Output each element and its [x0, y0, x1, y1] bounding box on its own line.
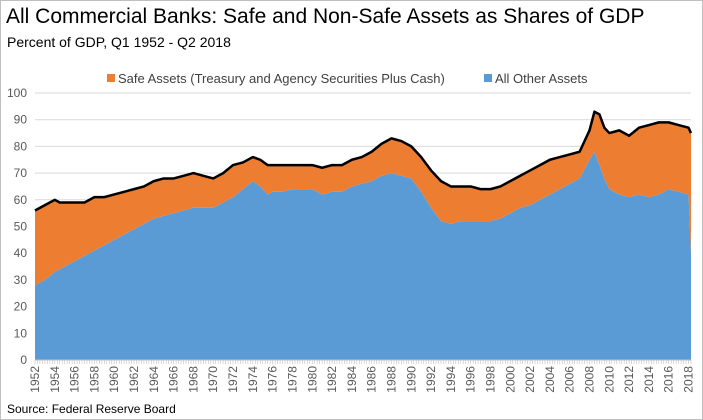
y-tick-label: 70	[14, 166, 28, 180]
x-tick-label: 1992	[424, 366, 438, 393]
x-tick-label: 1970	[206, 366, 220, 393]
x-tick-label: 1990	[404, 366, 418, 393]
y-tick-label: 30	[14, 273, 28, 287]
legend-swatch	[484, 74, 492, 82]
x-tick-label: 1998	[483, 366, 497, 393]
chart-title: All Commercial Banks: Safe and Non-Safe …	[6, 5, 645, 28]
safe-assets-area	[35, 111, 691, 286]
x-tick-label: 1954	[48, 366, 62, 393]
y-tick-label: 20	[14, 300, 28, 314]
x-tick-label: 2002	[523, 366, 537, 393]
y-axis: 0 10 20 30 40 50 60 70 80 90 100	[7, 86, 27, 367]
legend-label: All Other Assets	[495, 71, 588, 86]
x-tick-label: 2012	[622, 366, 636, 393]
source-note: Source: Federal Reserve Board	[7, 402, 176, 416]
x-tick-label: 2000	[503, 366, 517, 393]
total-assets-line	[34, 110, 693, 212]
legend-item-safe-assets: Safe Assets (Treasury and Agency Securit…	[107, 71, 445, 86]
x-tick-label: 1974	[246, 366, 260, 393]
legend: Safe Assets (Treasury and Agency Securit…	[107, 71, 588, 86]
x-tick-label: 1956	[68, 366, 82, 393]
x-tick-label: 2004	[543, 366, 557, 393]
all-other-assets-area	[35, 151, 691, 360]
x-tick-label: 1994	[444, 366, 458, 393]
chart-subtitle: Percent of GDP, Q1 1952 - Q2 2018	[7, 34, 231, 50]
x-tick-label: 1968	[186, 366, 200, 393]
x-tick-label: 1964	[147, 366, 161, 393]
y-tick-label: 40	[14, 246, 28, 260]
stacked-areas	[35, 111, 691, 360]
x-tick-label: 2006	[563, 366, 577, 393]
x-tick-label: 2010	[602, 366, 616, 393]
x-tick-label: 1982	[325, 366, 339, 393]
x-tick-label: 1962	[127, 366, 141, 393]
x-tick-label: 1984	[345, 366, 359, 393]
x-tick-label: 1958	[87, 366, 101, 393]
x-tick-label: 1952	[28, 366, 42, 393]
legend-item-all-other-assets: All Other Assets	[484, 71, 588, 86]
x-tick-label: 1972	[226, 366, 240, 393]
x-tick-label: 1960	[107, 366, 121, 393]
x-tick-label: 1966	[167, 366, 181, 393]
x-tick-label: 2016	[662, 366, 676, 393]
y-tick-label: 0	[20, 353, 27, 367]
y-tick-label: 10	[14, 326, 28, 340]
x-tick-label: 1986	[365, 366, 379, 393]
legend-label: Safe Assets (Treasury and Agency Securit…	[118, 71, 445, 86]
x-tick-label: 1976	[266, 366, 280, 393]
y-tick-label: 90	[14, 113, 28, 127]
x-tick-label: 2008	[583, 366, 597, 393]
x-tick-label: 1996	[464, 366, 478, 393]
x-tick-label: 2014	[642, 366, 656, 393]
y-tick-label: 60	[14, 193, 28, 207]
x-tick-label: 1988	[384, 366, 398, 393]
y-tick-label: 100	[7, 86, 27, 100]
total-line-layer	[34, 110, 693, 212]
x-axis: 1952 1954 1956 1958 1960 1962 1964 1966 1968 1970…	[28, 359, 696, 393]
x-tick-label: 1978	[285, 366, 299, 393]
y-tick-label: 80	[14, 139, 28, 153]
legend-swatch	[107, 74, 115, 82]
x-tick-label: 1980	[305, 366, 319, 393]
x-tick-label: 2018	[682, 366, 696, 393]
y-tick-label: 50	[14, 220, 28, 234]
